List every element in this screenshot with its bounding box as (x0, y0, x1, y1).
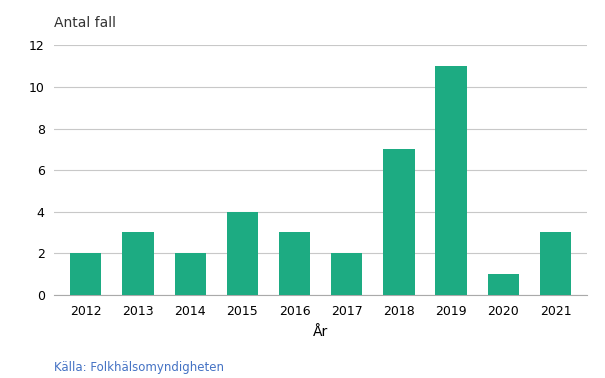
Bar (384, 149, 414, 295)
Bar (279, 232, 310, 295)
Bar (174, 253, 206, 295)
Bar (70, 253, 102, 295)
Bar (122, 232, 154, 295)
Bar (488, 274, 519, 295)
Bar (540, 232, 571, 295)
X-axis label: År: År (313, 324, 329, 339)
Bar (331, 253, 362, 295)
Bar (436, 66, 467, 295)
Text: Källa: Folkhälsomyndigheten: Källa: Folkhälsomyndigheten (54, 361, 224, 374)
Text: Antal fall: Antal fall (54, 16, 116, 30)
Bar (227, 212, 258, 295)
